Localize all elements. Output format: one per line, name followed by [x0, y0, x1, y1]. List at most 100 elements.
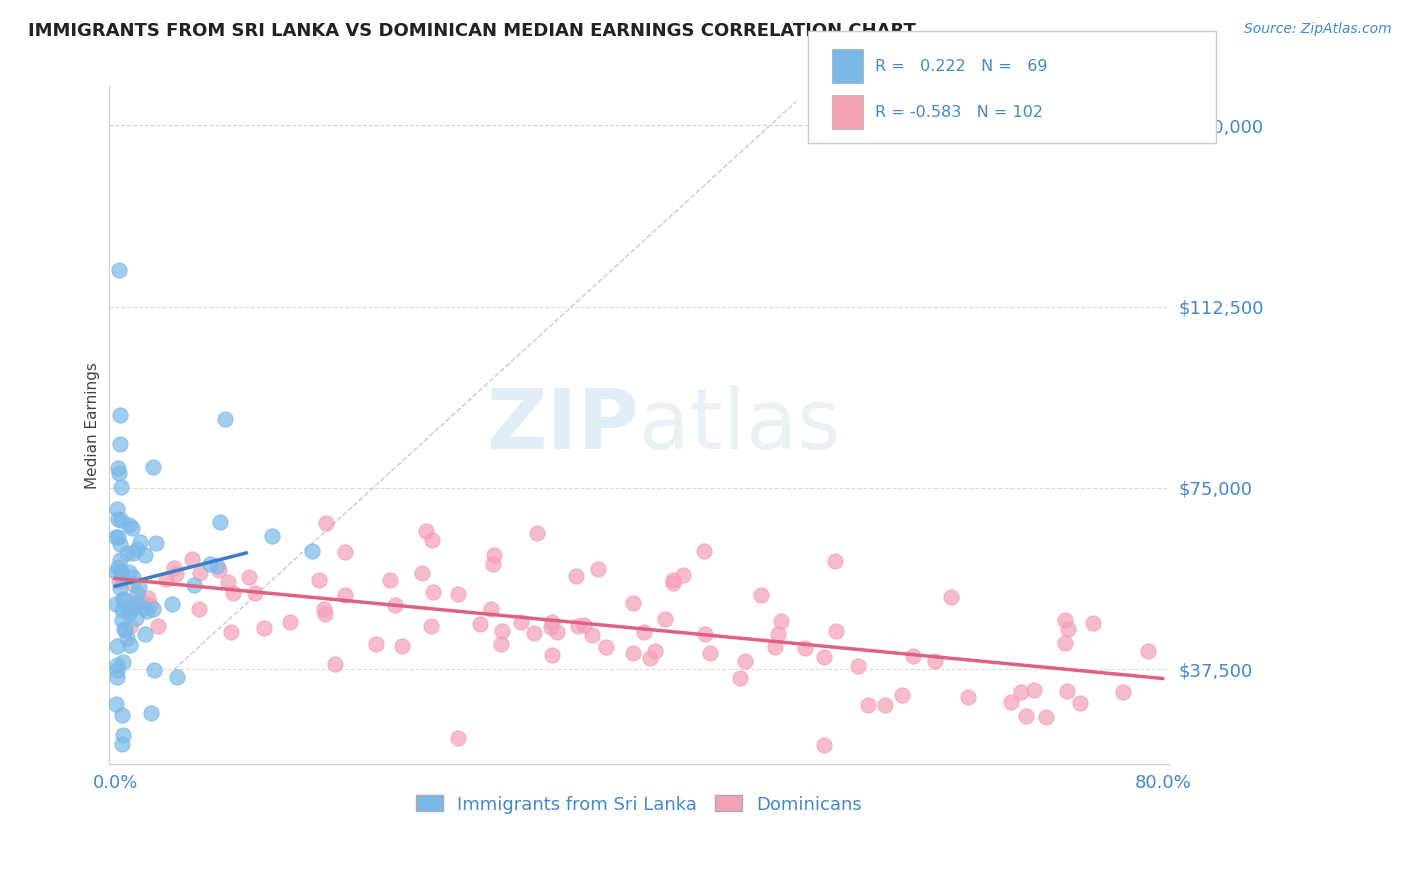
Point: [160, 597, 183, 611]
Point: [121, 546, 143, 560]
Point: [873, 698, 896, 713]
Point: [105, 670, 128, 684]
Point: [125, 611, 148, 625]
Point: [848, 658, 870, 673]
Point: [482, 548, 505, 562]
Point: [187, 602, 209, 616]
Point: [301, 544, 323, 558]
Point: [526, 526, 548, 541]
Point: [110, 565, 132, 579]
Point: [108, 537, 131, 551]
Point: [415, 524, 437, 538]
Point: [644, 644, 666, 658]
Point: [142, 602, 165, 616]
Point: [138, 598, 160, 612]
Point: [112, 728, 135, 742]
Point: [540, 620, 562, 634]
Point: [108, 574, 131, 588]
Point: [128, 535, 150, 549]
Point: [198, 557, 221, 571]
Text: R =   0.222   N =   69: R = 0.222 N = 69: [875, 59, 1047, 73]
Point: [481, 557, 503, 571]
Point: [567, 619, 589, 633]
Point: [105, 502, 128, 516]
Y-axis label: Median Earnings: Median Earnings: [86, 361, 100, 489]
Point: [1035, 709, 1057, 723]
Point: [565, 569, 588, 583]
Point: [1015, 709, 1038, 723]
Point: [581, 628, 603, 642]
Point: [380, 574, 402, 588]
Point: [662, 573, 685, 587]
Point: [155, 572, 177, 586]
Point: [422, 585, 444, 599]
Point: [1000, 695, 1022, 709]
Point: [104, 530, 127, 544]
Point: [205, 558, 228, 573]
Point: [1022, 683, 1045, 698]
Point: [148, 619, 170, 633]
Point: [132, 601, 155, 615]
Point: [253, 621, 276, 635]
Point: [633, 624, 655, 639]
Point: [222, 585, 245, 599]
Text: Source: ZipAtlas.com: Source: ZipAtlas.com: [1244, 22, 1392, 37]
Point: [105, 663, 128, 677]
Point: [730, 672, 752, 686]
Point: [131, 595, 153, 609]
Point: [134, 548, 156, 562]
Point: [621, 646, 644, 660]
Point: [1053, 613, 1076, 627]
Point: [693, 544, 716, 558]
Point: [420, 619, 443, 633]
Point: [105, 658, 128, 673]
Point: [420, 533, 443, 548]
Point: [447, 587, 470, 601]
Point: [108, 581, 131, 595]
Point: [262, 529, 284, 543]
Point: [214, 411, 236, 425]
Point: [107, 530, 129, 544]
Point: [939, 590, 962, 604]
Point: [108, 437, 131, 451]
Point: [110, 552, 132, 566]
Point: [468, 616, 491, 631]
Point: [208, 563, 231, 577]
Point: [134, 627, 156, 641]
Point: [108, 263, 131, 277]
Point: [107, 559, 129, 574]
Point: [858, 698, 880, 712]
Point: [672, 568, 695, 582]
Point: [127, 541, 149, 556]
Point: [621, 596, 644, 610]
Text: IMMIGRANTS FROM SRI LANKA VS DOMINICAN MEDIAN EARNINGS CORRELATION CHART: IMMIGRANTS FROM SRI LANKA VS DOMINICAN M…: [28, 22, 915, 40]
Point: [163, 560, 186, 574]
Point: [107, 461, 129, 475]
Point: [763, 640, 786, 654]
Point: [793, 640, 815, 655]
Point: [117, 631, 139, 645]
Point: [122, 570, 145, 584]
Point: [489, 637, 512, 651]
Point: [139, 706, 162, 720]
Point: [813, 738, 835, 752]
Point: [1057, 622, 1080, 636]
Point: [956, 690, 979, 704]
Point: [122, 577, 145, 591]
Point: [638, 651, 661, 665]
Point: [308, 574, 330, 588]
Point: [118, 638, 141, 652]
Point: [824, 553, 846, 567]
Point: [280, 615, 302, 629]
Point: [118, 606, 141, 620]
Point: [110, 602, 132, 616]
Point: [411, 566, 433, 580]
Point: [546, 625, 568, 640]
Point: [243, 586, 266, 600]
Point: [1056, 683, 1078, 698]
Point: [111, 614, 134, 628]
Point: [125, 586, 148, 600]
Point: [541, 615, 564, 630]
Point: [364, 637, 387, 651]
Point: [315, 516, 337, 530]
